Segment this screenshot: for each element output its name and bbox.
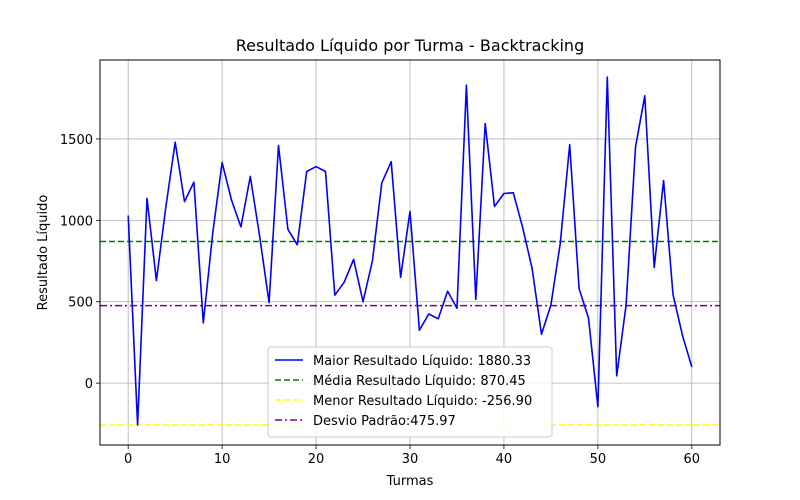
x-tick-label: 20 [308, 452, 325, 467]
legend-label: Média Resultado Líquido: 870.45 [313, 374, 526, 389]
series-layer [127, 76, 693, 426]
x-tick-label: 60 [684, 452, 701, 467]
x-tick-label: 30 [402, 452, 419, 467]
y-axis-ticks: 0 500 1000 1500 [60, 133, 100, 392]
legend-label: Desvio Padrão:475.97 [313, 414, 456, 429]
x-tick-label: 40 [496, 452, 513, 467]
chart-title: Resultado Líquido por Turma - Backtracki… [236, 36, 584, 55]
series-line [127, 76, 693, 426]
legend-box [267, 346, 553, 438]
legend-label: Menor Resultado Líquido: -256.90 [313, 394, 532, 409]
y-tick-label: 500 [68, 296, 93, 311]
y-tick-label: 0 [85, 377, 93, 392]
x-tick-label: 0 [124, 452, 132, 467]
x-tick-label: 50 [590, 452, 607, 467]
y-tick-label: 1500 [60, 133, 93, 148]
x-axis-ticks: 0 10 20 30 40 50 60 [124, 445, 700, 467]
y-axis-title: Resultado Líquido [36, 195, 51, 311]
legend-entries: Maior Resultado Líquido: 1880.33 Média Re… [275, 354, 532, 429]
legend-label: Maior Resultado Líquido: 1880.33 [313, 354, 531, 369]
legend: Maior Resultado Líquido: 1880.33 Média Re… [267, 346, 553, 438]
x-tick-label: 10 [214, 452, 231, 467]
x-axis-title: Turmas [386, 474, 434, 489]
y-tick-label: 1000 [60, 214, 93, 229]
